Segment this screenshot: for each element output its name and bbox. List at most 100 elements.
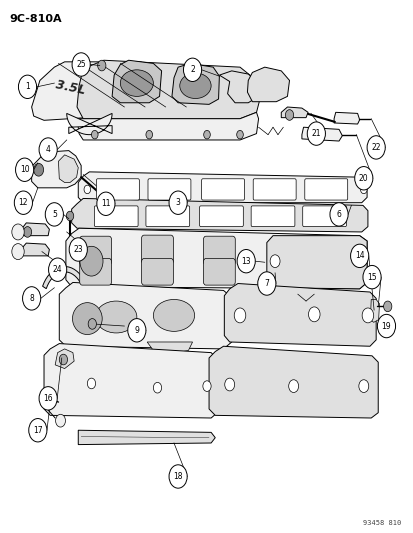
- Polygon shape: [66, 114, 112, 135]
- Polygon shape: [266, 236, 366, 289]
- Circle shape: [72, 53, 90, 76]
- Circle shape: [377, 314, 394, 338]
- Ellipse shape: [179, 73, 211, 99]
- Polygon shape: [31, 62, 149, 120]
- Circle shape: [183, 58, 201, 82]
- Polygon shape: [77, 112, 258, 140]
- Polygon shape: [78, 172, 366, 203]
- Text: 10: 10: [20, 165, 29, 174]
- Circle shape: [97, 192, 115, 215]
- Polygon shape: [147, 342, 192, 354]
- Circle shape: [288, 379, 298, 392]
- FancyBboxPatch shape: [141, 259, 173, 285]
- Polygon shape: [71, 198, 367, 232]
- Polygon shape: [219, 71, 258, 103]
- Circle shape: [23, 227, 31, 237]
- Polygon shape: [22, 223, 49, 236]
- Circle shape: [28, 418, 47, 442]
- Text: 17: 17: [33, 426, 43, 435]
- Circle shape: [48, 258, 66, 281]
- Polygon shape: [247, 67, 289, 102]
- Circle shape: [350, 244, 368, 268]
- Circle shape: [55, 414, 65, 427]
- Circle shape: [360, 185, 366, 193]
- Text: 1: 1: [25, 82, 30, 91]
- Circle shape: [19, 75, 36, 99]
- Polygon shape: [333, 112, 359, 124]
- Circle shape: [69, 238, 87, 261]
- FancyBboxPatch shape: [145, 206, 189, 227]
- Circle shape: [234, 308, 245, 323]
- Circle shape: [97, 60, 106, 71]
- Text: 12: 12: [19, 198, 28, 207]
- Circle shape: [22, 287, 40, 310]
- Polygon shape: [301, 127, 342, 141]
- FancyBboxPatch shape: [141, 235, 173, 264]
- Text: 14: 14: [354, 252, 363, 260]
- Polygon shape: [59, 282, 231, 349]
- Text: 22: 22: [370, 143, 380, 152]
- Text: 3.5L: 3.5L: [54, 78, 86, 96]
- Circle shape: [354, 254, 364, 266]
- Polygon shape: [55, 349, 74, 368]
- Circle shape: [361, 308, 373, 323]
- Polygon shape: [224, 284, 375, 346]
- FancyBboxPatch shape: [251, 206, 294, 227]
- FancyBboxPatch shape: [80, 236, 111, 265]
- Circle shape: [269, 255, 279, 268]
- Circle shape: [87, 378, 95, 389]
- Circle shape: [366, 136, 385, 159]
- FancyBboxPatch shape: [203, 236, 235, 265]
- Circle shape: [358, 379, 368, 392]
- Circle shape: [306, 122, 325, 146]
- Ellipse shape: [95, 301, 137, 333]
- Text: 21: 21: [311, 129, 320, 138]
- Text: 18: 18: [173, 472, 183, 481]
- Text: 13: 13: [241, 257, 250, 265]
- Circle shape: [153, 382, 161, 393]
- Circle shape: [59, 354, 67, 365]
- Polygon shape: [43, 266, 86, 289]
- Circle shape: [257, 272, 275, 295]
- Text: 23: 23: [73, 245, 83, 254]
- Circle shape: [88, 319, 96, 329]
- Circle shape: [202, 381, 211, 391]
- Circle shape: [354, 166, 372, 190]
- Circle shape: [145, 131, 152, 139]
- Polygon shape: [66, 228, 366, 289]
- Text: 2: 2: [190, 66, 195, 74]
- Circle shape: [80, 246, 103, 276]
- Circle shape: [12, 224, 24, 240]
- FancyBboxPatch shape: [94, 206, 138, 227]
- Circle shape: [224, 378, 234, 391]
- Text: 8: 8: [29, 294, 34, 303]
- Circle shape: [329, 203, 347, 226]
- Text: 7: 7: [264, 279, 268, 288]
- Circle shape: [169, 465, 187, 488]
- Circle shape: [14, 191, 32, 214]
- FancyBboxPatch shape: [302, 206, 346, 227]
- Circle shape: [91, 131, 98, 139]
- Ellipse shape: [153, 300, 194, 332]
- Text: 3: 3: [175, 198, 180, 207]
- FancyBboxPatch shape: [96, 179, 139, 200]
- Polygon shape: [370, 300, 379, 322]
- Circle shape: [169, 191, 187, 214]
- Circle shape: [45, 203, 63, 226]
- Text: 6: 6: [336, 210, 341, 219]
- Circle shape: [12, 244, 24, 260]
- Circle shape: [39, 138, 57, 161]
- FancyBboxPatch shape: [199, 206, 243, 227]
- Text: 19: 19: [381, 321, 390, 330]
- Text: 9C-810A: 9C-810A: [9, 14, 62, 24]
- FancyBboxPatch shape: [80, 259, 111, 285]
- FancyBboxPatch shape: [147, 179, 190, 200]
- Text: 4: 4: [45, 145, 50, 154]
- Circle shape: [41, 391, 49, 402]
- Text: 93458 810: 93458 810: [362, 520, 400, 526]
- Polygon shape: [22, 243, 49, 256]
- FancyBboxPatch shape: [201, 179, 244, 200]
- Circle shape: [203, 131, 210, 139]
- Text: 15: 15: [366, 273, 376, 281]
- Polygon shape: [78, 430, 215, 445]
